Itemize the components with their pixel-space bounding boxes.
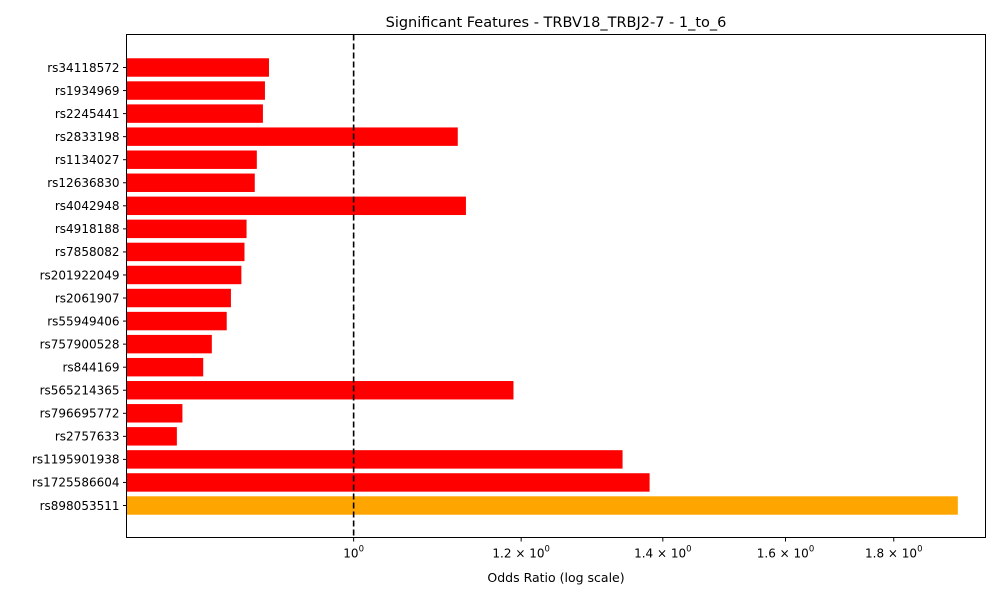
y-axis: rs34118572 rs1934969 rs2245441 rs2833198 rs1… <box>32 61 127 513</box>
y-tick-label: rs2245441 <box>55 107 120 121</box>
bar-rs4042948 <box>126 196 466 216</box>
x-tick-label: 100 <box>343 545 364 561</box>
x-tick-label: 1.4 × 100 <box>634 545 691 561</box>
y-tick-label: rs844169 <box>63 360 120 374</box>
x-axis: 100 1.2 × 100 1.4 × 100 1.6 × 100 1.8 × 100 <box>343 537 922 561</box>
x-tick-label: 1.8 × 100 <box>865 545 922 561</box>
bar-rs7858082 <box>126 242 245 262</box>
y-tick-label: rs4918188 <box>55 222 120 236</box>
y-tick-label: rs2757633 <box>55 430 120 444</box>
plot-area <box>126 34 958 538</box>
bar-rs2833198 <box>126 127 458 146</box>
y-tick-label: rs1934969 <box>55 84 120 98</box>
y-tick-label: rs12636830 <box>47 176 119 190</box>
bar-rs4918188 <box>126 219 247 239</box>
chart-title: Significant Features - TRBV18_TRBJ2-7 - … <box>386 15 727 31</box>
plot-frame <box>126 34 986 538</box>
x-tick-label: 1.2 × 100 <box>492 545 549 561</box>
bar-rs34118572 <box>126 58 269 77</box>
y-tick-label: rs565214365 <box>40 384 120 398</box>
bar-rs757900528 <box>126 334 212 354</box>
x-tick-label: 1.6 × 100 <box>757 545 814 561</box>
bar-rs565214365 <box>126 381 514 400</box>
bar-rs844169 <box>126 357 204 377</box>
y-tick-label: rs796695772 <box>40 407 120 421</box>
y-tick-label: rs2833198 <box>55 130 120 144</box>
bar-rs2757633 <box>126 427 177 446</box>
y-tick-label: rs201922049 <box>40 268 120 282</box>
y-tick-label: rs1725586604 <box>32 476 120 490</box>
bar-rs2061907 <box>126 288 231 308</box>
y-tick-label: rs34118572 <box>47 61 119 75</box>
bar-rs898053511 <box>126 496 958 515</box>
bar-rs2245441 <box>126 104 263 123</box>
y-tick-label: rs2061907 <box>55 291 120 305</box>
x-axis-label: Odds Ratio (log scale) <box>487 570 624 585</box>
bar-rs12636830 <box>126 173 255 192</box>
bar-rs1934969 <box>126 81 265 100</box>
y-tick-label: rs7858082 <box>55 245 120 259</box>
y-tick-label: rs757900528 <box>40 337 120 351</box>
y-tick-label: rs1134027 <box>55 153 120 167</box>
y-tick-label: rs898053511 <box>40 499 120 513</box>
y-tick-label: rs1195901938 <box>32 453 120 467</box>
bar-rs55949406 <box>126 311 227 331</box>
bar-rs1195901938 <box>126 450 623 469</box>
bar-rs1134027 <box>126 150 257 169</box>
bar-rs201922049 <box>126 265 242 285</box>
bar-rs796695772 <box>126 404 183 423</box>
bar-rs1725586604 <box>126 473 650 492</box>
y-tick-label: rs4042948 <box>55 199 120 213</box>
y-tick-label: rs55949406 <box>47 314 119 328</box>
